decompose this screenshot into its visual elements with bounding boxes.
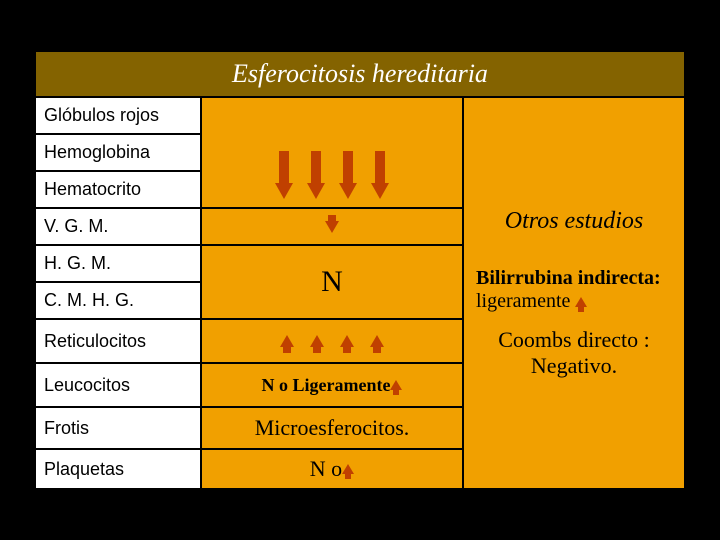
- right-item: Bilirrubina indirecta: ligeramente: [464, 267, 684, 313]
- right-item-bold: Bilirrubina indirecta:: [476, 267, 661, 289]
- left-row: Leucocitos: [36, 364, 200, 408]
- arrow-up-icon: [340, 335, 354, 347]
- column-right: Otros estudios Bilirrubina indirecta: li…: [464, 98, 684, 488]
- arrow-up-icon: [390, 380, 402, 390]
- right-subtitle-text: Otros estudios: [505, 208, 643, 234]
- left-row: Glóbulos rojos: [36, 98, 200, 135]
- mid-cell-frotis: Microesferocitos.: [202, 408, 462, 450]
- title-text: Esferocitosis hereditaria: [232, 59, 488, 89]
- left-row: Hematocrito: [36, 172, 200, 209]
- mid-cell-down_big_arrows: [202, 98, 462, 209]
- mid-cell-leuco: N o Ligeramente: [202, 364, 462, 408]
- arrow-down-icon: [275, 183, 293, 199]
- title-bar: Esferocitosis hereditaria: [36, 52, 684, 98]
- arrow-up-icon: [342, 464, 354, 474]
- right-item: Coombs directo : Negativo.: [464, 327, 684, 379]
- left-row: Reticulocitos: [36, 320, 200, 364]
- mid-cell-n_cell: N: [202, 246, 462, 320]
- mid-text: N o: [310, 456, 342, 482]
- left-row: Plaquetas: [36, 450, 200, 488]
- right-items: Bilirrubina indirecta: ligeramente Coomb…: [464, 253, 684, 379]
- arrow-up-icon: [370, 335, 384, 347]
- mid-text: N o Ligeramente: [262, 375, 391, 396]
- left-row: Hemoglobina: [36, 135, 200, 172]
- arrow-up-icon: [575, 297, 587, 307]
- arrow-up-icon: [310, 335, 324, 347]
- column-left: Glóbulos rojosHemoglobinaHematocritoV. G…: [36, 98, 202, 488]
- arrow-down-icon: [339, 183, 357, 199]
- left-row: Frotis: [36, 408, 200, 450]
- arrow-up-icon: [280, 335, 294, 347]
- mid-cell-vgm_arrow: [202, 209, 462, 246]
- arrow-down-icon: [325, 221, 339, 233]
- main-table: Esferocitosis hereditaria Glóbulos rojos…: [34, 50, 686, 488]
- mid-cell-plaquetas: N o: [202, 450, 462, 488]
- right-subtitle: Otros estudios: [464, 208, 684, 235]
- right-item-text: ligeramente: [476, 290, 575, 312]
- column-middle: N N o Ligeramente Microesferocitos. N o: [202, 98, 464, 488]
- arrow-down-icon: [371, 183, 389, 199]
- mid-cell-retic_arrows: [202, 320, 462, 364]
- table-body: Glóbulos rojosHemoglobinaHematocritoV. G…: [36, 98, 684, 488]
- arrow-down-icon: [307, 183, 325, 199]
- stage: Esferocitosis hereditaria Glóbulos rojos…: [0, 0, 720, 540]
- left-row: H. G. M.: [36, 246, 200, 283]
- right-item-text: Coombs directo : Negativo.: [498, 327, 650, 378]
- left-row: C. M. H. G.: [36, 283, 200, 320]
- left-row: V. G. M.: [36, 209, 200, 246]
